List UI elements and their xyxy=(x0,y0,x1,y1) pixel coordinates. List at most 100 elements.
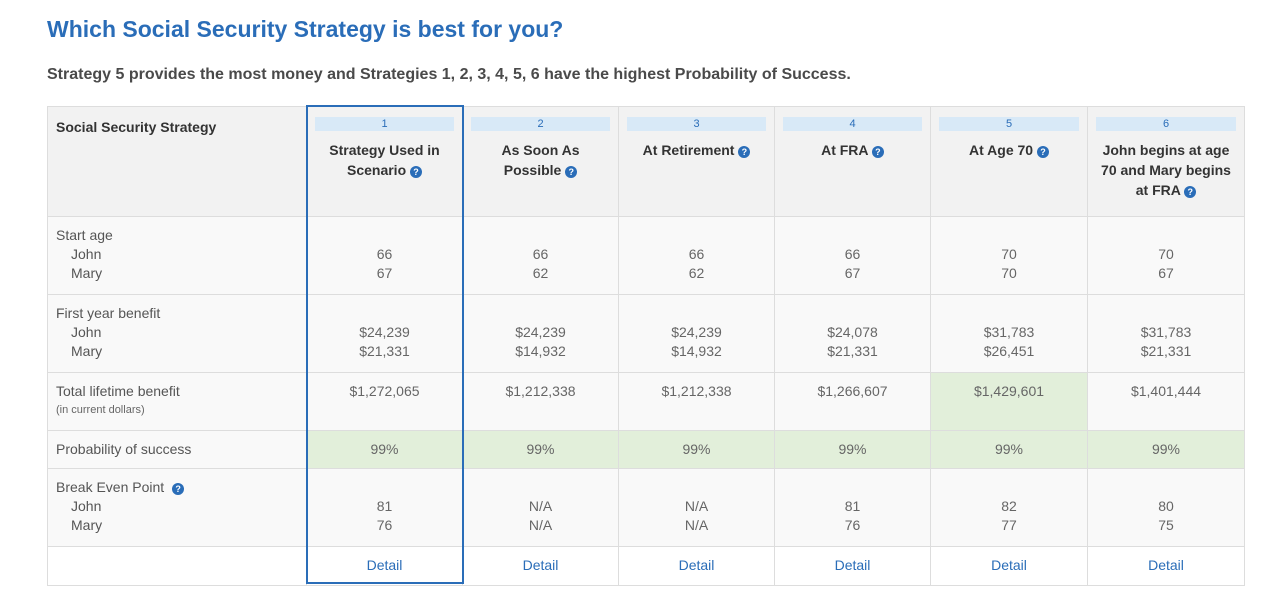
mary-value: 67 xyxy=(844,265,861,281)
strategy-header-5: 5 At Age 70 ? xyxy=(930,106,1088,217)
table-cell: 66 67 xyxy=(306,216,463,295)
table-cell: $1,266,607 xyxy=(774,372,931,431)
mary-value: 67 xyxy=(376,265,393,281)
mary-value: $21,331 xyxy=(1140,343,1192,359)
detail-link-3[interactable]: Detail xyxy=(678,557,715,573)
mary-value: 76 xyxy=(844,517,861,533)
person2-label: Mary xyxy=(71,343,103,359)
john-value: 82 xyxy=(1001,498,1017,514)
john-value: 66 xyxy=(532,246,549,262)
mary-value: 62 xyxy=(688,265,705,281)
john-value: $31,783 xyxy=(1140,324,1192,340)
break-even-row: Break Even Point ? John Mary 81 76 N/A N/A… xyxy=(47,468,1245,547)
john-value: $24,239 xyxy=(515,324,566,340)
strategy-name: At FRA xyxy=(821,142,869,158)
table-cell: Detail xyxy=(618,546,775,586)
row-title: Probability of success xyxy=(56,441,192,457)
strategy-name: Strategy Used in Scenario xyxy=(329,142,440,178)
best-value-cell: 99% xyxy=(774,430,931,469)
table-cell: 70 70 xyxy=(930,216,1088,295)
mary-value: 75 xyxy=(1158,517,1174,533)
strategy-name: At Age 70 xyxy=(969,142,1034,158)
john-value: N/A xyxy=(684,498,709,514)
john-value: 81 xyxy=(844,498,861,514)
help-icon[interactable]: ? xyxy=(565,166,578,178)
john-value: 81 xyxy=(376,498,393,514)
total-lifetime-row: Total lifetime benefit (in current dolla… xyxy=(47,372,1245,431)
strategy-name: At Retirement xyxy=(642,142,735,158)
page-title: Which Social Security Strategy is best f… xyxy=(47,16,564,42)
person1-label: John xyxy=(71,324,102,340)
person1-label: John xyxy=(71,498,102,514)
john-value: 66 xyxy=(688,246,705,262)
strategy-comparison-table: Social Security Strategy 1 Strategy Used… xyxy=(47,106,1245,586)
mary-value: $21,331 xyxy=(827,343,878,359)
table-cell: N/A N/A xyxy=(618,468,775,547)
person2-label: Mary xyxy=(71,517,103,533)
strategy-header-6: 6 John begins at age 70 and Mary begins … xyxy=(1087,106,1245,217)
detail-link-5[interactable]: Detail xyxy=(991,557,1027,573)
help-icon[interactable]: ? xyxy=(1036,146,1049,158)
john-value: 70 xyxy=(1158,246,1174,262)
best-value-cell: 99% xyxy=(1087,430,1245,469)
row-label: Probability of success xyxy=(47,430,307,469)
table-cell: $24,239 $14,932 xyxy=(618,294,775,373)
help-icon[interactable]: ? xyxy=(410,166,423,178)
strategy-number: 3 xyxy=(627,117,766,131)
help-icon[interactable]: ? xyxy=(738,146,751,158)
table-cell: 66 67 xyxy=(774,216,931,295)
table-header-row: Social Security Strategy 1 Strategy Used… xyxy=(47,106,1245,217)
row-note: (in current dollars) xyxy=(56,404,145,416)
person2-label: Mary xyxy=(71,265,103,281)
strategy-number: 6 xyxy=(1096,117,1236,131)
help-icon[interactable]: ? xyxy=(172,483,185,495)
john-value: 66 xyxy=(844,246,861,262)
detail-link-6[interactable]: Detail xyxy=(1148,557,1184,573)
row-title: Break Even Point xyxy=(56,479,165,495)
table-cell: Detail xyxy=(774,546,931,586)
table-cell: $1,212,338 xyxy=(462,372,619,431)
table-cell: Detail xyxy=(306,546,463,586)
strategy-name: As Soon As Possible xyxy=(501,142,580,178)
strategy-number: 1 xyxy=(315,117,454,131)
table-cell: $1,272,065 xyxy=(306,372,463,431)
mary-value: $14,932 xyxy=(671,343,722,359)
john-value: 66 xyxy=(376,246,393,262)
detail-link-1[interactable]: Detail xyxy=(366,557,403,573)
best-value-cell: 99% xyxy=(306,430,463,469)
table-cell: $24,239 $14,932 xyxy=(462,294,619,373)
john-value: 80 xyxy=(1158,498,1174,514)
mary-value: $14,932 xyxy=(515,343,566,359)
person1-label: John xyxy=(71,246,102,262)
john-value: $24,078 xyxy=(827,324,878,340)
detail-link-2[interactable]: Detail xyxy=(522,557,559,573)
mary-value: $21,331 xyxy=(359,343,410,359)
john-value: N/A xyxy=(528,498,553,514)
mary-value: N/A xyxy=(528,517,553,533)
table-cell: 81 76 xyxy=(306,468,463,547)
strategy-number: 2 xyxy=(471,117,610,131)
strategy-header-2: 2 As Soon As Possible ? xyxy=(462,106,619,217)
mary-value: 62 xyxy=(532,265,549,281)
table-cell: 80 75 xyxy=(1087,468,1245,547)
help-icon[interactable]: ? xyxy=(871,146,884,158)
row-label: Break Even Point ? John Mary xyxy=(47,468,307,547)
detail-link-4[interactable]: Detail xyxy=(834,557,871,573)
row-label: Start age John Mary xyxy=(47,216,307,295)
first-year-benefit-row: First year benefit John Mary $24,239 $21,… xyxy=(47,294,1245,373)
help-icon[interactable]: ? xyxy=(1184,186,1197,198)
empty-cell xyxy=(47,546,307,586)
strategy-table-wrapper: Social Security Strategy 1 Strategy Used… xyxy=(47,106,1245,586)
mary-value: $26,451 xyxy=(983,343,1035,359)
table-cell: $24,078 $21,331 xyxy=(774,294,931,373)
strategy-header-4: 4 At FRA ? xyxy=(774,106,931,217)
john-value: $24,239 xyxy=(359,324,410,340)
best-value-cell: 99% xyxy=(618,430,775,469)
table-cell: 70 67 xyxy=(1087,216,1245,295)
strategy-number: 5 xyxy=(939,117,1079,131)
table-cell: 82 77 xyxy=(930,468,1088,547)
john-value: $31,783 xyxy=(983,324,1035,340)
mary-value: 76 xyxy=(376,517,393,533)
john-value: 70 xyxy=(1001,246,1017,262)
table-cell: $31,783 $21,331 xyxy=(1087,294,1245,373)
